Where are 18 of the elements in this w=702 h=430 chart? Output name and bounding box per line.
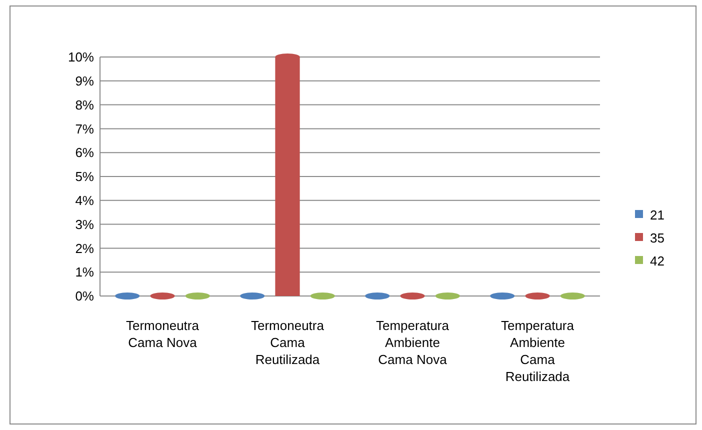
- x-tick-label: Temperatura Ambiente Cama Nova: [376, 318, 450, 367]
- x-tick-label: Termoneutra Cama Reutilizada: [251, 318, 325, 367]
- y-tick-label: 7%: [75, 121, 94, 136]
- legend-label: 42: [650, 254, 664, 269]
- y-tick-label: 5%: [75, 169, 94, 184]
- y-tick-label: 10%: [68, 50, 94, 65]
- y-tick-label: 4%: [75, 192, 94, 208]
- y-tick-label: 0%: [75, 288, 94, 304]
- x-tick-label: Temperatura Ambiente Cama Reutilizada: [501, 318, 575, 384]
- y-tick-label: 2%: [75, 240, 94, 256]
- x-tick-label: Termoneutra Cama Nova: [126, 318, 200, 350]
- y-tick-label: 6%: [75, 145, 94, 160]
- y-tick-label: 1%: [75, 264, 94, 280]
- y-tick-label: 9%: [75, 73, 94, 88]
- y-tick-label: 3%: [75, 216, 94, 232]
- legend-label: 35: [650, 230, 664, 246]
- y-tick-label: 8%: [75, 97, 94, 112]
- legend-label: 21: [650, 208, 664, 223]
